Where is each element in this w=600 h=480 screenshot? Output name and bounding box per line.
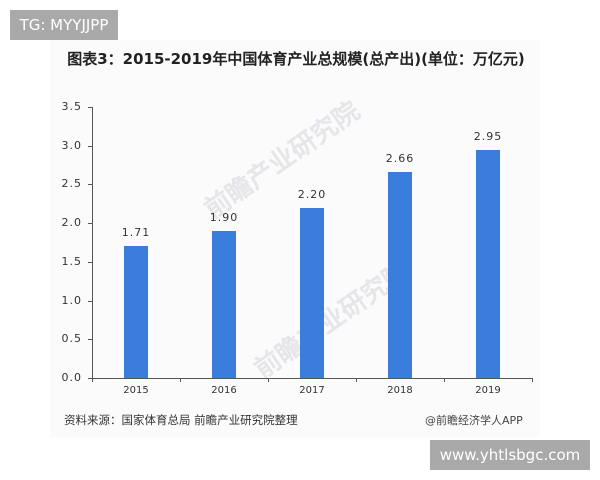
bar <box>476 149 500 378</box>
y-tick <box>88 107 92 108</box>
y-tick <box>88 145 92 147</box>
x-tick-label: 2017 <box>299 385 325 396</box>
y-tick-label: 2.0 <box>61 216 82 230</box>
x-tick-label: 2016 <box>211 385 237 396</box>
y-tick-label: 0.0 <box>61 371 82 384</box>
y-tick <box>88 184 92 186</box>
bar-value-label: 2.95 <box>473 129 503 143</box>
x-tick-label: 2015 <box>123 385 149 396</box>
bar <box>300 207 324 378</box>
bottom-url-overlay: www.yhtlsbgc.com <box>430 440 590 470</box>
source-note: 资料来源：国家体育总局 前瞻产业研究院整理 <box>64 413 298 427</box>
y-tick <box>88 261 92 263</box>
y-tick-label: 3.5 <box>61 100 82 113</box>
y-tick-label: 3.0 <box>61 138 82 152</box>
x-tick <box>356 378 357 382</box>
y-tick <box>88 300 92 302</box>
bar <box>212 230 236 378</box>
x-tick-label: 2019 <box>475 385 501 396</box>
bar <box>124 245 148 378</box>
y-tick-label: 0.5 <box>61 332 82 346</box>
y-tick <box>88 378 92 379</box>
bar-value-label: 1.71 <box>121 225 151 239</box>
y-tick <box>88 339 92 341</box>
x-axis <box>92 378 533 379</box>
x-tick <box>180 378 181 382</box>
y-tick-label: 1.5 <box>61 254 82 268</box>
bar-value-label: 2.66 <box>385 152 415 166</box>
x-tick <box>268 378 269 382</box>
top-tag-overlay: TG: MYYJJPP <box>10 10 118 40</box>
chart-title: 图表3：2015-2019年中国体育产业总规模(总产出)(单位：万亿元) <box>67 50 525 68</box>
bar-value-label: 2.20 <box>297 187 327 201</box>
credit-note: @前瞻经济学人APP <box>425 414 523 427</box>
x-tick-label: 2018 <box>387 385 413 396</box>
y-tick <box>88 223 92 225</box>
x-tick <box>444 378 445 382</box>
y-axis <box>92 107 93 378</box>
y-tick-label: 2.5 <box>61 177 82 191</box>
bar <box>388 172 412 378</box>
x-tick <box>532 378 533 382</box>
x-tick <box>92 378 93 382</box>
y-tick-label: 1.0 <box>61 293 82 307</box>
bar-value-label: 1.90 <box>209 210 239 224</box>
